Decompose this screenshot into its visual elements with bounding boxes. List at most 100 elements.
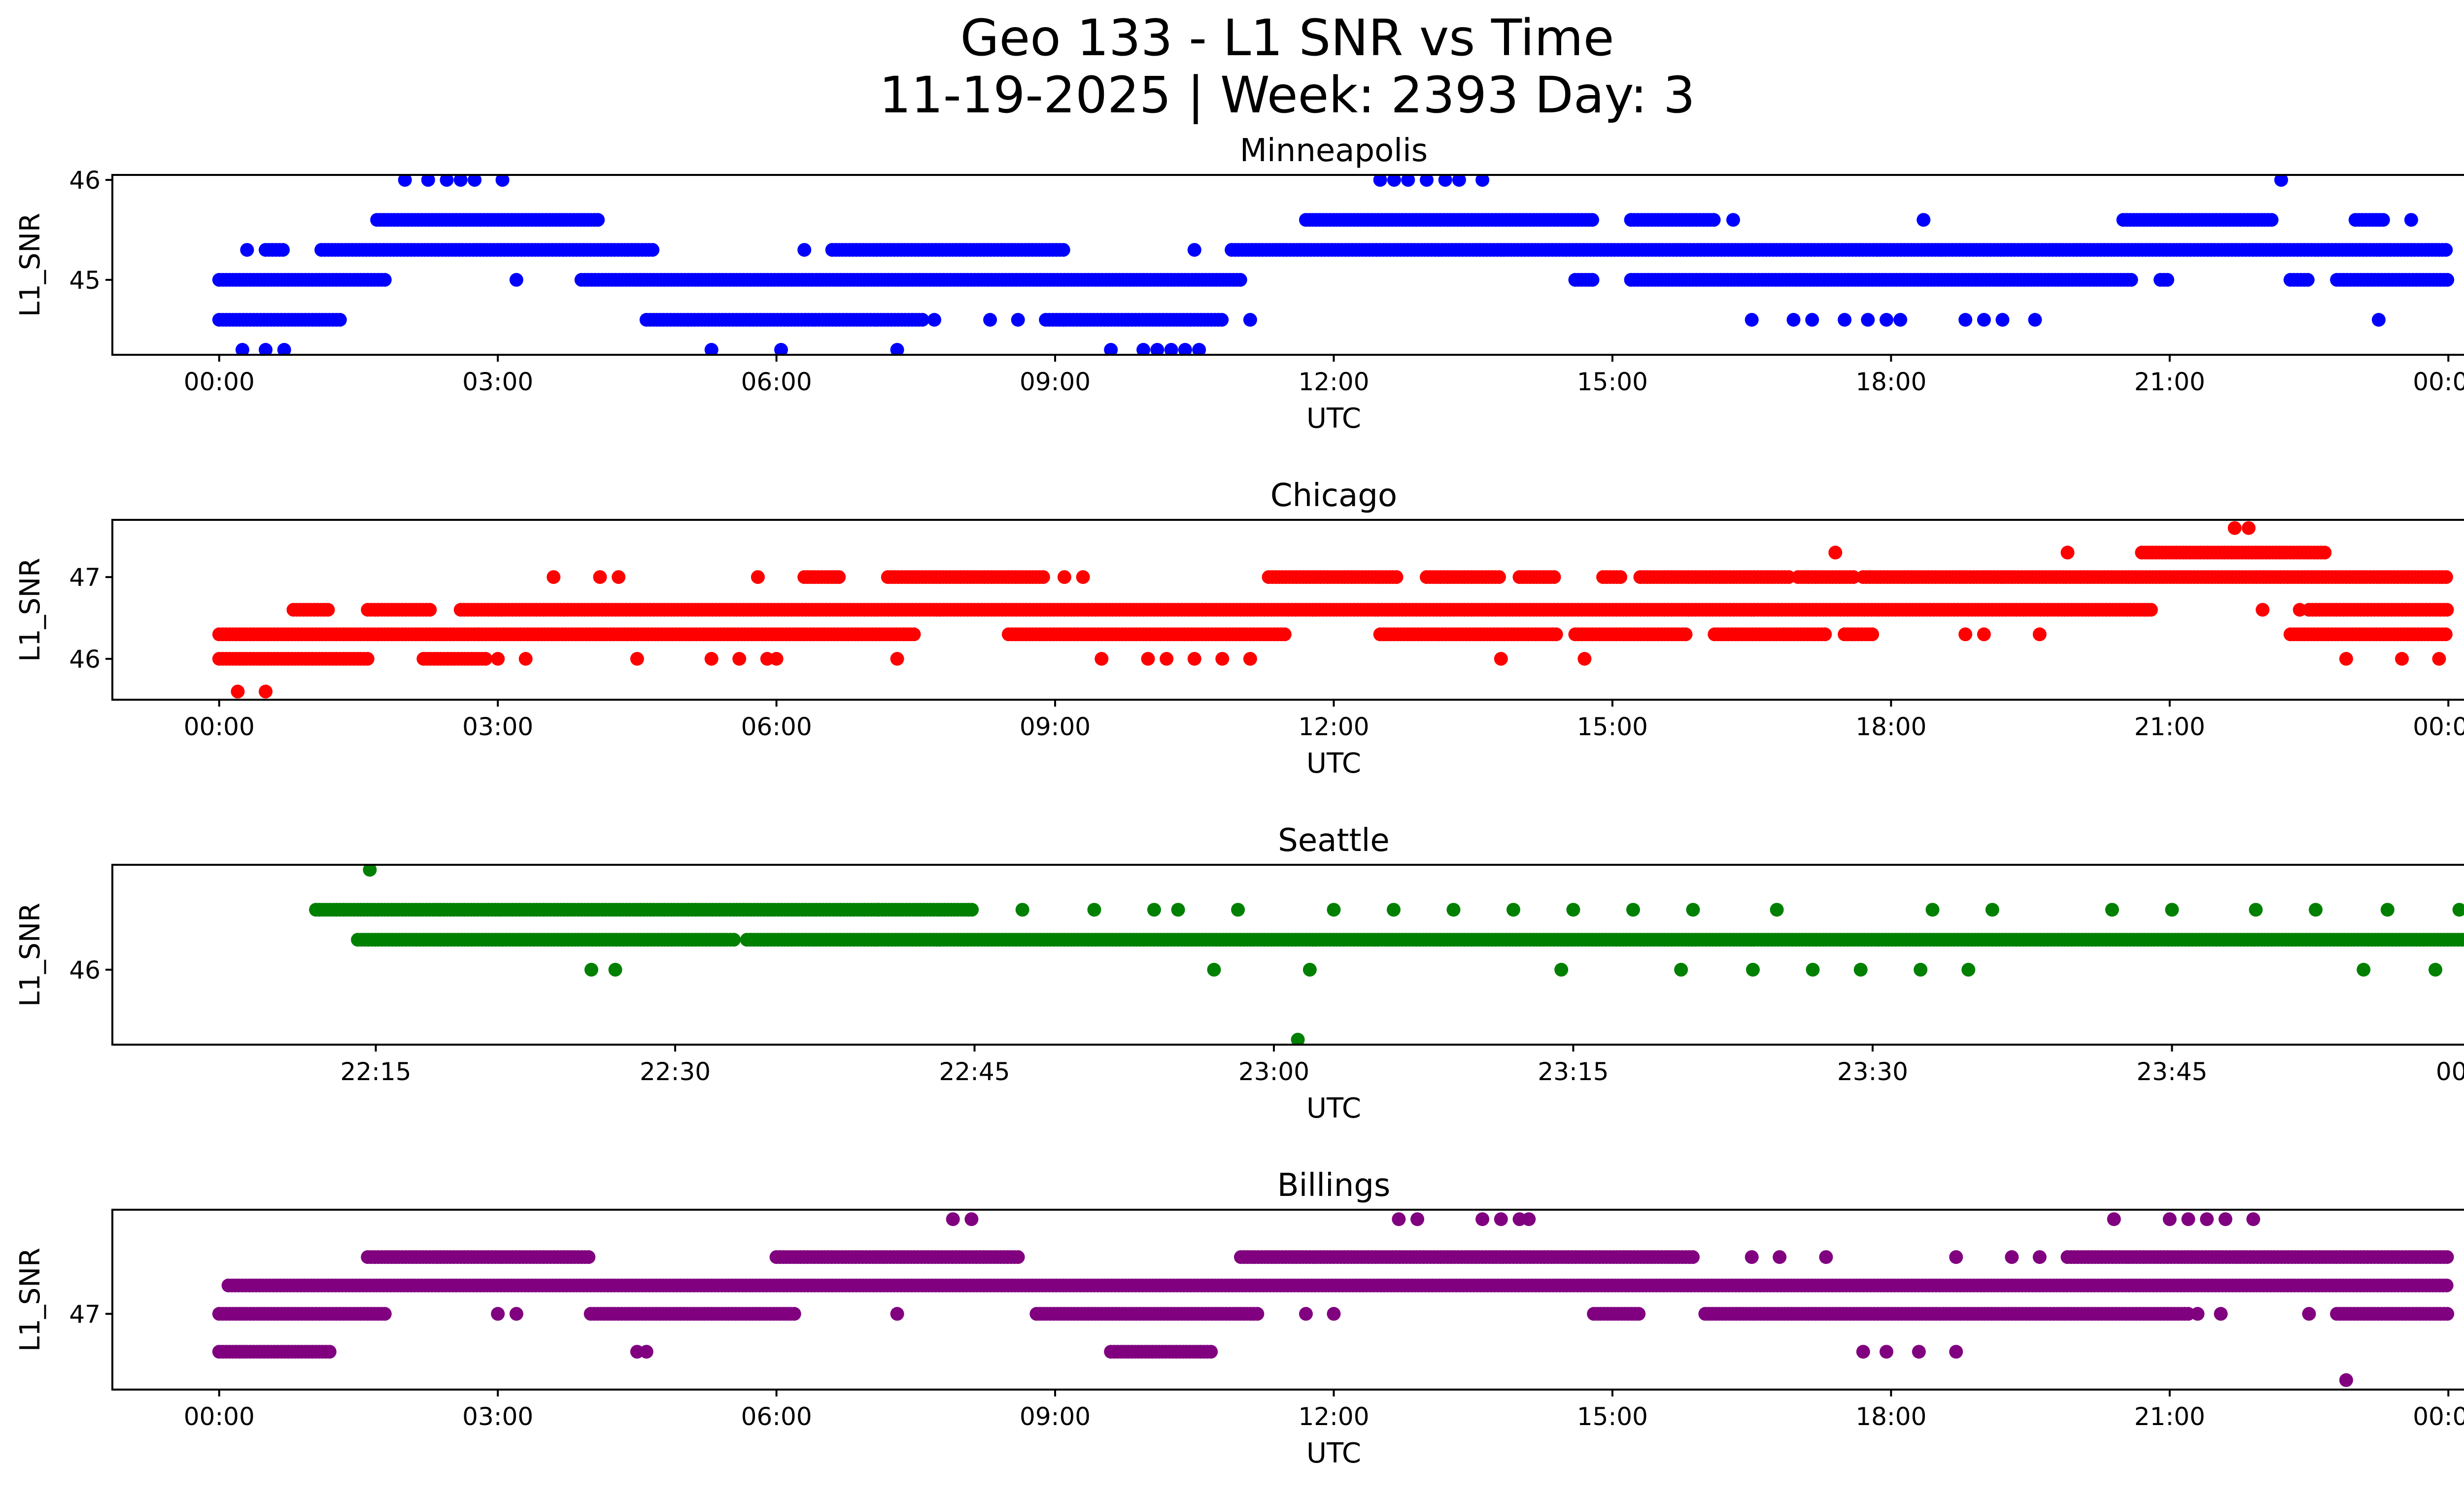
chicago-data-point	[832, 570, 846, 584]
seattle-data-point	[2381, 903, 2395, 917]
chicago-data-point	[1492, 570, 1506, 584]
minneapolis-data-point	[378, 273, 392, 287]
seattle-data-point	[1147, 903, 1161, 917]
chicago-data-point	[2439, 627, 2453, 641]
chicago-data-point	[1818, 627, 1832, 641]
minneapolis-data-point	[1215, 313, 1229, 327]
seattle-data-point	[584, 963, 598, 977]
seattle-data-point	[1207, 963, 1221, 977]
seattle-plot-frame	[112, 865, 2464, 1045]
minneapolis-x-tick-label: 12:00	[1298, 368, 1369, 396]
seattle-data-point	[1961, 963, 1975, 977]
seattle-x-tick-label: 00:00	[2436, 1057, 2464, 1086]
chicago-points	[212, 521, 2454, 699]
chicago-data-point	[1958, 627, 1972, 641]
minneapolis-x-axis-label: UTC	[1306, 403, 1361, 435]
minneapolis-x-tick-label: 06:00	[741, 368, 812, 396]
billings-data-point	[1632, 1307, 1645, 1321]
chicago-data-point	[1243, 652, 1257, 666]
seattle-data-point	[1746, 963, 1760, 977]
chicago-y-tick-label: 47	[69, 563, 101, 592]
minneapolis-data-point	[2440, 273, 2454, 287]
minneapolis-data-point	[2265, 213, 2279, 227]
minneapolis-data-point	[1838, 313, 1851, 327]
chicago-data-point	[1188, 652, 1201, 666]
minneapolis-x-tick-label: 09:00	[1020, 368, 1091, 396]
minneapolis-data-point	[1057, 243, 1070, 257]
seattle-y-tick-label: 46	[69, 956, 101, 985]
seattle-data-point	[2165, 903, 2179, 917]
seattle-data-point	[609, 963, 622, 977]
chicago-data-point	[1547, 570, 1561, 584]
billings-data-point	[323, 1345, 337, 1359]
minneapolis-data-point	[1880, 313, 1893, 327]
chicago-data-point	[2061, 545, 2075, 559]
minneapolis-data-point	[333, 313, 347, 327]
seattle-data-point	[1914, 963, 1927, 977]
seattle-x-tick-label: 22:15	[341, 1057, 411, 1086]
seattle-x-tick-label: 23:15	[1538, 1057, 1608, 1086]
seattle-y-axis-label: L1_SNR	[14, 903, 46, 1007]
minneapolis-data-point	[1805, 313, 1819, 327]
figure-title-line-1: Geo 133 - L1 SNR vs Time	[960, 9, 1614, 68]
billings-data-point	[1250, 1307, 1264, 1321]
seattle-data-point	[2453, 903, 2464, 917]
chicago-data-point	[593, 570, 607, 584]
minneapolis-data-point	[1233, 273, 1247, 287]
seattle-data-point	[1926, 903, 1940, 917]
figure-title-line-2: 11-19-2025 | Week: 2393 Day: 3	[879, 66, 1695, 125]
seattle-data-point	[1506, 903, 1520, 917]
minneapolis-data-point	[510, 273, 523, 287]
chicago-data-point	[231, 684, 244, 698]
chicago-x-tick-label: 15:00	[1577, 713, 1648, 741]
billings-points	[212, 1212, 2454, 1387]
billings-data-point	[787, 1307, 801, 1321]
minneapolis-y-axis-label: L1_SNR	[14, 213, 46, 317]
billings-data-point	[1204, 1345, 1218, 1359]
seattle-data-point	[1387, 903, 1401, 917]
chicago-x-tick-label: 21:00	[2134, 713, 2205, 741]
chicago-x-tick-label: 06:00	[741, 713, 812, 741]
chicago-y-axis-label: L1_SNR	[14, 558, 46, 662]
chicago-data-point	[259, 684, 273, 698]
chicago-data-point	[2033, 627, 2047, 641]
chicago-x-tick-label: 00:00	[184, 713, 255, 741]
minneapolis-x-tick-label: 21:00	[2134, 368, 2205, 396]
chicago-data-point	[519, 652, 533, 666]
seattle-points	[309, 863, 2464, 1047]
minneapolis-data-point	[1977, 313, 1991, 327]
seattle-x-tick-label: 23:45	[2136, 1057, 2207, 1086]
seattle-x-tick-label: 22:30	[640, 1057, 711, 1086]
seattle-data-point	[1447, 903, 1461, 917]
chicago-data-point	[1977, 627, 1991, 641]
minneapolis-data-point	[2376, 213, 2390, 227]
minneapolis-data-point	[1861, 313, 1875, 327]
seattle-data-point	[2105, 903, 2119, 917]
minneapolis-data-point	[916, 313, 929, 327]
chicago-x-axis-label: UTC	[1306, 748, 1361, 780]
chicago-data-point	[1828, 545, 1842, 559]
seattle-data-point	[2429, 963, 2442, 977]
minneapolis-data-point	[1243, 313, 1257, 327]
chicago-data-point	[732, 652, 746, 666]
seattle-data-point	[1088, 903, 1101, 917]
chicago-data-point	[1278, 627, 1292, 641]
chicago-data-point	[1613, 570, 1627, 584]
minneapolis-data-point	[1585, 213, 1599, 227]
chicago-data-point	[2293, 603, 2307, 617]
chicago-data-point	[1215, 652, 1229, 666]
seattle-x-tick-label: 23:30	[1837, 1057, 1908, 1086]
minneapolis-x-tick-label: 03:00	[462, 368, 533, 396]
seattle-title: Seattle	[1278, 822, 1390, 859]
chicago-data-point	[2339, 652, 2353, 666]
chicago-data-point	[361, 652, 375, 666]
chicago-title: Chicago	[1270, 477, 1397, 514]
minneapolis-data-point	[2301, 273, 2315, 287]
chicago-data-point	[751, 570, 765, 584]
chicago-data-point	[2432, 652, 2446, 666]
chicago-data-point	[321, 603, 335, 617]
